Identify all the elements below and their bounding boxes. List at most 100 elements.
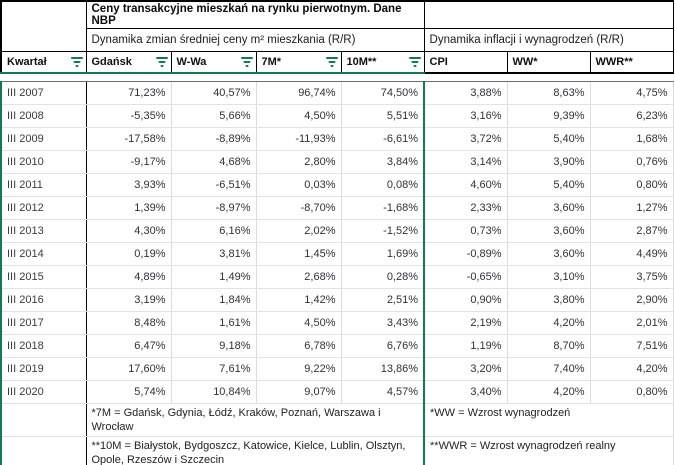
cell-value[interactable]: 3,16%: [424, 104, 508, 128]
empty-footnote-cell[interactable]: [0, 403, 87, 438]
cell-value[interactable]: 7,51%: [590, 334, 674, 358]
cell-value[interactable]: 3,75%: [590, 265, 674, 289]
cell-value[interactable]: -8,97%: [171, 196, 257, 220]
empty-footnote-cell[interactable]: [0, 436, 87, 465]
cell-value[interactable]: 10,84%: [171, 380, 257, 404]
cell-value[interactable]: 4,50%: [256, 104, 342, 128]
footnote-7m[interactable]: *7M = Gdańsk, Gdynia, Łódź, Kraków, Pozn…: [86, 403, 426, 438]
cell-quarter[interactable]: III 2007: [0, 81, 87, 105]
filter-icon[interactable]: [240, 56, 253, 67]
cell-value[interactable]: 0,76%: [590, 150, 674, 174]
col-header-cpi[interactable]: CPI: [423, 50, 508, 74]
cell-value[interactable]: 3,93%: [86, 173, 172, 197]
cell-value[interactable]: 5,40%: [507, 173, 591, 197]
col-header-kwartal[interactable]: Kwartał: [0, 50, 87, 74]
cell-value[interactable]: 3,90%: [507, 150, 591, 174]
cell-value[interactable]: 5,74%: [86, 380, 172, 404]
cell-value[interactable]: 1,49%: [171, 265, 257, 289]
cell-quarter[interactable]: III 2016: [0, 288, 87, 312]
cell-value[interactable]: 9,07%: [256, 380, 342, 404]
cell-value[interactable]: 13,86%: [341, 357, 426, 381]
cell-value[interactable]: -6,61%: [341, 127, 426, 151]
cell-quarter[interactable]: III 2008: [0, 104, 87, 128]
cell-quarter[interactable]: III 2009: [0, 127, 87, 151]
cell-value[interactable]: 9,22%: [256, 357, 342, 381]
cell-value[interactable]: -1,52%: [341, 219, 426, 243]
cell-value[interactable]: 2,19%: [424, 311, 508, 335]
cell-value[interactable]: 1,45%: [256, 242, 342, 266]
cell-value[interactable]: 3,80%: [507, 288, 591, 312]
cell-value[interactable]: 4,20%: [507, 311, 591, 335]
cell-value[interactable]: 4,20%: [507, 380, 591, 404]
cell-value[interactable]: 3,60%: [507, 219, 591, 243]
cell-value[interactable]: 0,90%: [424, 288, 508, 312]
cell-value[interactable]: 6,76%: [341, 334, 426, 358]
cell-value[interactable]: -9,17%: [86, 150, 172, 174]
cell-value[interactable]: 96,74%: [256, 81, 342, 105]
cell-value[interactable]: 4,68%: [171, 150, 257, 174]
cell-value[interactable]: 6,78%: [256, 334, 342, 358]
cell-value[interactable]: -8,89%: [171, 127, 257, 151]
cell-value[interactable]: -8,70%: [256, 196, 342, 220]
cell-value[interactable]: 2,51%: [341, 288, 426, 312]
footnote-ww[interactable]: *WW = Wzrost wynagrodzeń: [424, 403, 674, 438]
cell-value[interactable]: 4,57%: [341, 380, 426, 404]
cell-value[interactable]: 71,23%: [86, 81, 172, 105]
cell-value[interactable]: 3,20%: [424, 357, 508, 381]
corner-cell[interactable]: [0, 0, 87, 52]
cell-value[interactable]: 6,47%: [86, 334, 172, 358]
col-header-7m[interactable]: 7M*: [255, 50, 342, 74]
cell-value[interactable]: 4,20%: [590, 357, 674, 381]
cell-value[interactable]: 3,43%: [341, 311, 426, 335]
cell-quarter[interactable]: III 2019: [0, 357, 87, 381]
cell-value[interactable]: -1,68%: [341, 196, 426, 220]
cell-value[interactable]: -0,65%: [424, 265, 508, 289]
cell-value[interactable]: 74,50%: [341, 81, 426, 105]
cell-value[interactable]: 5,51%: [341, 104, 426, 128]
col-header-gdansk[interactable]: Gdańsk: [85, 50, 172, 74]
cell-quarter[interactable]: III 2020: [0, 380, 87, 404]
cell-value[interactable]: 1,39%: [86, 196, 172, 220]
cell-quarter[interactable]: III 2017: [0, 311, 87, 335]
col-header-wwr[interactable]: WWR**: [589, 50, 674, 74]
cell-value[interactable]: 0,73%: [424, 219, 508, 243]
cell-value[interactable]: 3,84%: [341, 150, 426, 174]
cell-value[interactable]: 1,42%: [256, 288, 342, 312]
cell-value[interactable]: 2,90%: [590, 288, 674, 312]
cell-value[interactable]: 1,68%: [590, 127, 674, 151]
cell-value[interactable]: 2,33%: [424, 196, 508, 220]
cell-quarter[interactable]: III 2010: [0, 150, 87, 174]
cell-value[interactable]: 6,16%: [171, 219, 257, 243]
cell-value[interactable]: 3,60%: [507, 242, 591, 266]
cell-value[interactable]: 2,02%: [256, 219, 342, 243]
cell-value[interactable]: 1,27%: [590, 196, 674, 220]
cell-value[interactable]: 3,19%: [86, 288, 172, 312]
cell-quarter[interactable]: III 2018: [0, 334, 87, 358]
col-header-10m[interactable]: 10M**: [340, 50, 425, 74]
cell-value[interactable]: 8,48%: [86, 311, 172, 335]
cell-value[interactable]: 3,60%: [507, 196, 591, 220]
cell-value[interactable]: 3,40%: [424, 380, 508, 404]
cell-value[interactable]: 17,60%: [86, 357, 172, 381]
cell-value[interactable]: 8,63%: [507, 81, 591, 105]
cell-value[interactable]: 7,40%: [507, 357, 591, 381]
cell-value[interactable]: 4,89%: [86, 265, 172, 289]
cell-value[interactable]: 3,81%: [171, 242, 257, 266]
cell-value[interactable]: 1,19%: [424, 334, 508, 358]
cell-value[interactable]: 3,72%: [424, 127, 508, 151]
cell-value[interactable]: -17,58%: [86, 127, 172, 151]
cell-value[interactable]: 4,75%: [590, 81, 674, 105]
cell-quarter[interactable]: III 2013: [0, 219, 87, 243]
cell-value[interactable]: 0,80%: [590, 173, 674, 197]
cell-value[interactable]: -11,93%: [256, 127, 342, 151]
col-header-ww[interactable]: WW*: [506, 50, 591, 74]
cell-value[interactable]: -5,35%: [86, 104, 172, 128]
cell-quarter[interactable]: III 2011: [0, 173, 87, 197]
cell-value[interactable]: -6,51%: [171, 173, 257, 197]
cell-quarter[interactable]: III 2012: [0, 196, 87, 220]
cell-quarter[interactable]: III 2015: [0, 265, 87, 289]
cell-value[interactable]: -0,89%: [424, 242, 508, 266]
cell-value[interactable]: 4,49%: [590, 242, 674, 266]
cell-value[interactable]: 5,66%: [171, 104, 257, 128]
cell-value[interactable]: 9,18%: [171, 334, 257, 358]
